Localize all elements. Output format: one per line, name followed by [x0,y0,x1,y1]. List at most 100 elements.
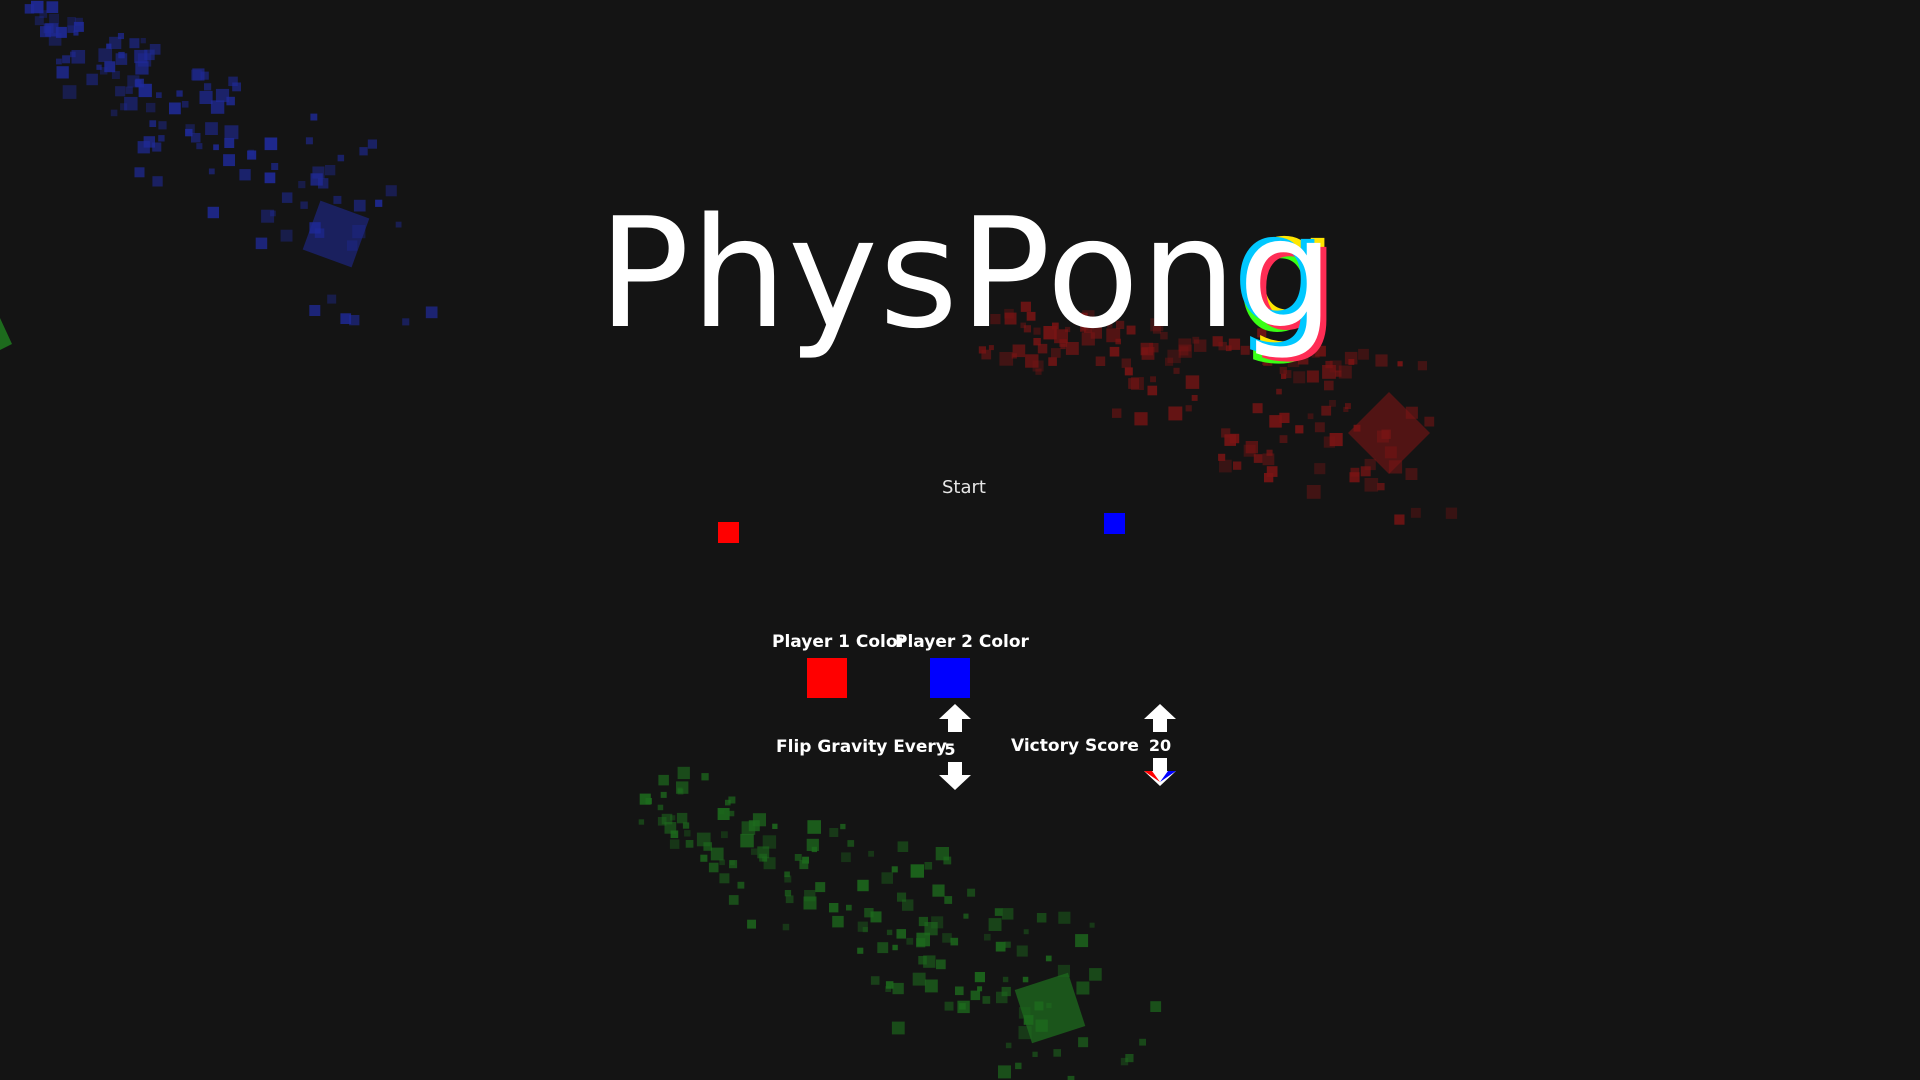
red-particle [1262,453,1275,466]
green-particle [657,804,664,811]
red-particle [1081,332,1095,346]
green-particle [864,908,874,918]
green-particle [685,840,694,848]
blue-particle [215,88,230,103]
green-particle [892,944,898,951]
red-particle [1124,367,1133,376]
blue-particle [261,209,275,223]
green-particle [802,856,809,864]
blue-particle [196,143,203,150]
player-1-paddle [718,522,739,543]
blue-particle [49,13,59,24]
green-particle [785,895,794,904]
blue-particle [325,165,336,176]
green-particle [757,846,770,859]
red-particle [1417,361,1427,371]
red-particle [1004,312,1017,325]
green-particle [717,808,730,820]
green-particle-trail [638,766,1162,1080]
green-particle [799,860,809,870]
red-particle [1121,358,1131,368]
flip-gravity-label: Flip Gravity Every [776,737,947,757]
flip-gravity-increment-arrow-up-icon[interactable] [937,702,973,734]
blue-particle [115,86,126,97]
red-particle [1445,507,1458,519]
victory-score-increment-arrow-up-icon[interactable] [1142,702,1178,734]
green-particle [763,857,776,870]
green-particle [970,990,981,1001]
player-2-color-swatch[interactable] [930,658,970,698]
red-particle [1160,331,1168,340]
green-particle [885,986,892,992]
blue-particle [135,61,149,75]
blue-particle [31,0,44,14]
blue-particle [104,61,116,73]
green-particle [1016,945,1028,957]
green-particle [708,862,719,873]
green-particle [803,896,817,910]
green-particle [669,839,680,849]
green-particle [719,859,725,866]
title-text: PhysPon [598,185,1238,362]
green-particle [660,791,667,798]
red-particle [1051,348,1061,358]
green-particle [916,938,926,948]
player-1-color-swatch[interactable] [807,658,847,698]
green-particle [719,873,730,884]
green-particle [728,796,736,804]
green-particle [682,822,690,829]
green-particle [897,892,907,902]
green-particle [804,890,816,902]
green-particle [912,972,926,986]
victory-score-decrement-arrow-down-icon[interactable] [1142,756,1178,788]
red-particle [981,349,992,360]
red-particle [1074,313,1086,325]
blue-particle [74,17,83,26]
green-particle [1004,941,1011,948]
red-particle [1052,322,1059,330]
blue-particle [298,181,306,189]
blue-particle [213,144,219,151]
blue-particle [73,21,84,32]
blue-particle [110,109,118,117]
red-particle [1178,344,1192,358]
green-particle [700,854,708,862]
green-particle [918,916,928,927]
red-particle [1026,311,1036,321]
blue-particle [125,86,133,94]
blue-particle [349,315,360,326]
red-particle [1115,338,1121,345]
red-particle [1299,347,1307,355]
victory-score-label: Victory Score [1011,736,1139,756]
red-particle [1281,373,1287,379]
green-particle [862,927,868,933]
red-particle [1358,348,1369,360]
blue-particle [96,64,102,70]
red-particle [1279,435,1288,443]
green-particle [752,813,766,827]
green-particle [868,850,874,857]
flip-gravity-decrement-arrow-down-icon[interactable] [937,760,973,792]
red-particle [1020,301,1031,312]
green-particle [638,819,645,825]
blue-particle [270,210,276,217]
blue-particle [318,178,329,189]
green-particle [857,947,864,954]
blue-particle [239,169,251,181]
red-particle [1165,357,1174,366]
blue-particle [71,50,86,64]
green-particle [728,810,735,817]
red-particle [1080,325,1087,332]
blue-particle [100,67,108,75]
green-particle [1015,1062,1022,1070]
green-particle [857,879,869,892]
blue-particle [192,68,205,81]
blue-particle [210,100,225,114]
red-particle [1257,328,1267,338]
blue-particle [134,49,148,64]
red-particle [988,345,994,351]
start-button[interactable]: Start [942,477,986,498]
green-particle [1089,922,1095,928]
blue-particle [152,142,162,152]
